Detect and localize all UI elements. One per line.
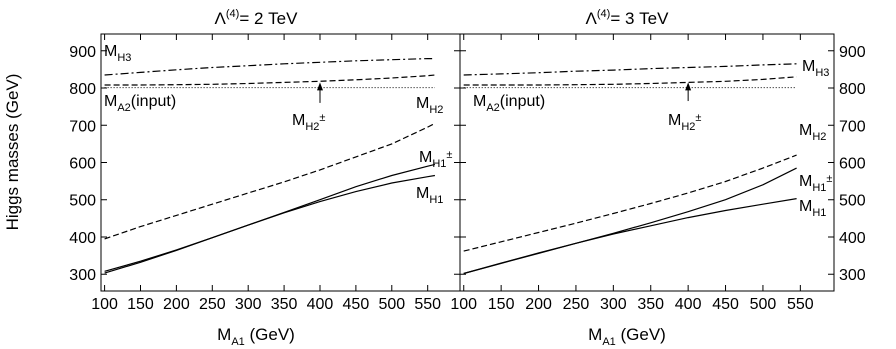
y-axis-label: Higgs masses (GeV) bbox=[3, 74, 22, 231]
x-tick-label: 450 bbox=[712, 296, 739, 313]
series-line-mh3 bbox=[463, 63, 797, 76]
series-line-mh1 bbox=[104, 174, 435, 274]
x-tick-label: 150 bbox=[488, 296, 515, 313]
y-tick-label: 600 bbox=[69, 156, 96, 173]
x-tick-label: 400 bbox=[307, 296, 334, 313]
y-tick-label: 400 bbox=[839, 230, 866, 247]
curve-label: MH2 bbox=[416, 95, 443, 116]
curve-label: MH2± bbox=[668, 112, 701, 133]
x-tick-label: 250 bbox=[199, 296, 226, 313]
series-lines-left bbox=[104, 57, 436, 274]
y-tick-label: 900 bbox=[69, 44, 96, 61]
y-tick-label: 400 bbox=[69, 230, 96, 247]
panel-left: Λ(4)= 2 TeV 100 150 200 250 300 350 400 450 500 5… bbox=[3, 8, 461, 348]
y-tick-label: 800 bbox=[839, 81, 866, 98]
plot-frame-right bbox=[459, 33, 835, 292]
x-tick-label: 500 bbox=[750, 296, 777, 313]
curve-label: MH2± bbox=[292, 112, 325, 133]
y-tick-label: 300 bbox=[839, 267, 866, 284]
x-tick-label: 300 bbox=[235, 296, 262, 313]
curve-label: MH3 bbox=[802, 58, 829, 79]
plot-frame-left bbox=[100, 33, 461, 292]
x-tick-label: 300 bbox=[600, 296, 627, 313]
panel-title-right: Λ(4)= 3 TeV bbox=[586, 8, 670, 28]
series-line-mh2 bbox=[104, 74, 435, 86]
series-line-mh2 bbox=[463, 76, 797, 86]
series-line-mh1 bbox=[463, 198, 797, 275]
series-line-mh2 bbox=[104, 122, 436, 240]
series-line-mh3 bbox=[104, 57, 435, 76]
y-tick-label: 800 bbox=[69, 81, 96, 98]
x-tick-label: 100 bbox=[91, 296, 118, 313]
y-tick-label: 500 bbox=[69, 193, 96, 210]
curve-label: MA2(input) bbox=[473, 93, 545, 114]
x-tick-label: 200 bbox=[163, 296, 190, 313]
y-tick-label: 900 bbox=[839, 44, 866, 61]
x-tick-label: 250 bbox=[563, 296, 590, 313]
curve-label: MH1 bbox=[416, 185, 443, 206]
x-tick-label: 550 bbox=[787, 296, 814, 313]
y-tick-label: 700 bbox=[69, 118, 96, 135]
axis-ticks-right: 100 150 200 250 300 350 400 450 500 550 300 400 500 6… bbox=[450, 34, 866, 313]
series-line-mh2 bbox=[463, 154, 797, 252]
y-tick-label: 300 bbox=[69, 267, 96, 284]
panel-right: Λ(4)= 3 TeV 100 150 200 250 300 350 400 450 500 5… bbox=[450, 8, 865, 348]
y-tick-label: 600 bbox=[839, 156, 866, 173]
y-tick-label: 500 bbox=[839, 193, 866, 210]
y-tick-label: 700 bbox=[839, 118, 866, 135]
x-tick-label: 500 bbox=[378, 296, 405, 313]
annotation-arrow-head bbox=[685, 82, 692, 91]
x-axis-label-right: MA1 (GeV) bbox=[588, 325, 666, 348]
series-lines-right bbox=[463, 63, 797, 275]
x-axis-label-left: MA1 (GeV) bbox=[217, 325, 295, 348]
series-line-mh1 bbox=[463, 167, 797, 275]
x-tick-label: 350 bbox=[271, 296, 298, 313]
curve-label: MH1± bbox=[799, 173, 832, 194]
x-tick-label: 150 bbox=[127, 296, 154, 313]
curve-label: MA2(input) bbox=[104, 93, 176, 114]
curve-label: MH1± bbox=[419, 149, 452, 170]
panel-title-left: Λ(4)= 2 TeV bbox=[215, 8, 299, 28]
x-tick-label: 400 bbox=[675, 296, 702, 313]
x-tick-label: 200 bbox=[525, 296, 552, 313]
axis-ticks-left: 100 150 200 250 300 350 400 450 500 550 300 400 500 6… bbox=[69, 34, 460, 313]
x-tick-label: 450 bbox=[343, 296, 370, 313]
x-tick-label: 100 bbox=[450, 296, 477, 313]
annotation-arrow-head bbox=[316, 82, 323, 91]
curve-label: MH3 bbox=[104, 43, 131, 64]
curve-labels-right: MH3 MA2(input) MH2± MH2 MH1± MH1 bbox=[473, 58, 832, 219]
curve-label: MH2 bbox=[799, 122, 826, 143]
curve-labels-left: MH3 MA2(input) MH2± MH2 MH1± MH1 bbox=[104, 43, 452, 206]
curve-label: MH1 bbox=[799, 198, 826, 219]
x-tick-label: 350 bbox=[637, 296, 664, 313]
x-tick-label: 550 bbox=[414, 296, 441, 313]
